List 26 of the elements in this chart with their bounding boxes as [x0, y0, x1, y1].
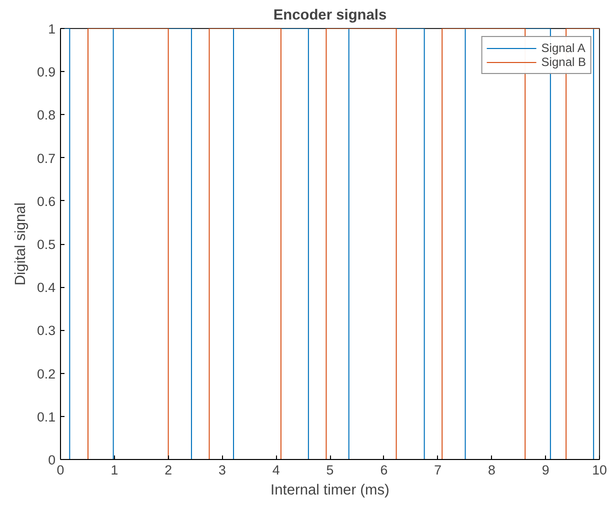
legend-label: Signal A: [541, 41, 586, 55]
x-tick-label: 4: [272, 462, 280, 478]
y-tick-label: 0.7: [36, 150, 56, 166]
y-tick-label: 0.1: [36, 409, 56, 424]
x-tick-label: 9: [542, 462, 550, 478]
legend-label: Signal B: [541, 55, 586, 69]
y-tick-label: 0.2: [36, 366, 56, 382]
y-tick-label: 0.6: [36, 194, 56, 209]
y-tick-label: 0: [48, 452, 56, 468]
y-axis-title: Digital signal: [12, 202, 29, 286]
x-tick-label: 8: [488, 462, 496, 478]
y-tick-label: 0.9: [36, 64, 56, 80]
x-tick-label: 7: [434, 462, 442, 478]
y-tick-label: 0.5: [36, 237, 56, 252]
x-tick-label: 5: [326, 462, 334, 478]
x-tick-label: 3: [218, 462, 226, 478]
x-tick-label: 2: [164, 462, 172, 478]
x-tick-label: 10: [592, 462, 607, 478]
x-axis-title: Internal timer (ms): [270, 482, 390, 498]
y-tick-label: 1: [48, 22, 56, 36]
y-tick-label: 0.3: [36, 323, 56, 338]
x-tick-label: 1: [110, 462, 118, 478]
x-tick-label: 6: [380, 462, 388, 478]
chart-title: Encoder signals: [273, 8, 387, 24]
y-tick-label: 0.8: [36, 108, 56, 123]
y-tick-label: 0.4: [36, 280, 56, 296]
